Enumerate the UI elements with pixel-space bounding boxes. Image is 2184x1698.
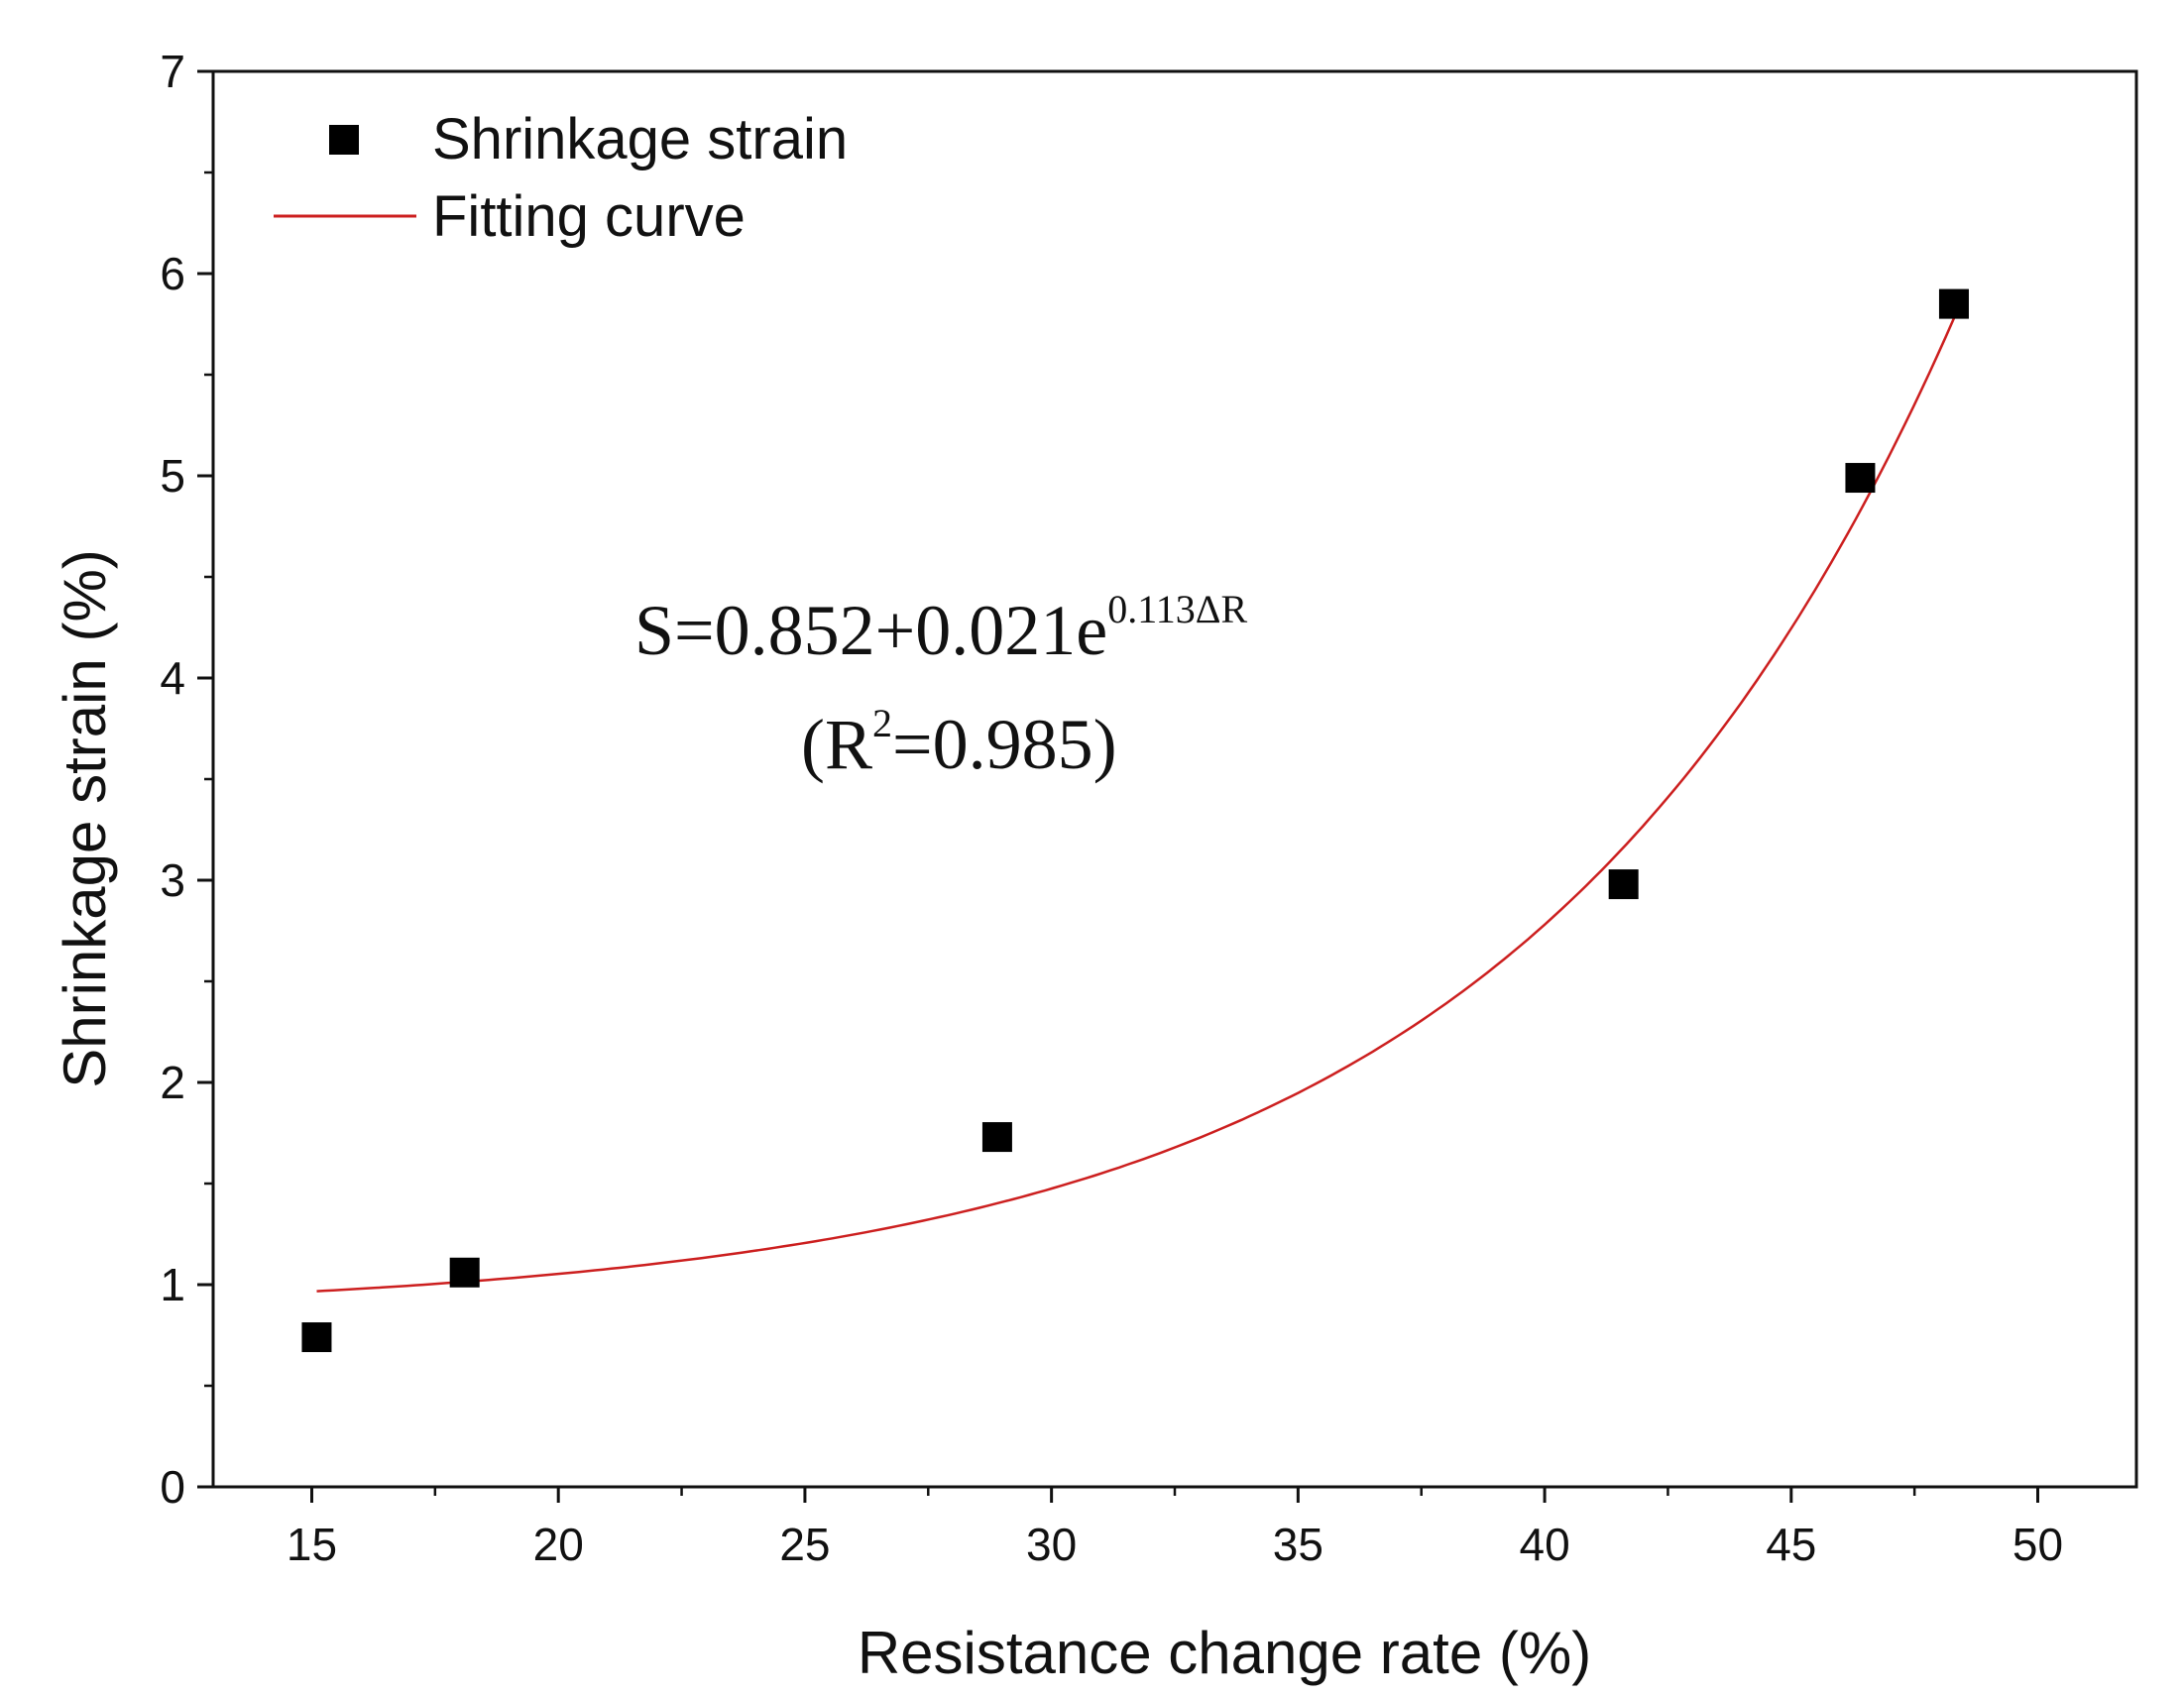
fit-equation: S=0.852+0.021e0.113ΔR (634, 587, 1247, 670)
r-squared-value: =0.985) (892, 705, 1117, 784)
data-point (981, 1122, 1012, 1153)
r-squared-open: (R (801, 705, 872, 784)
x-tick-label: 45 (1766, 1519, 1816, 1570)
fitting-curve-layer (316, 317, 1956, 1293)
fit-equation-annotation: S=0.852+0.021e0.113ΔR (R2=0.985) (634, 587, 1247, 784)
r-squared-superscript: 2 (872, 701, 892, 745)
x-tick-label: 25 (779, 1519, 830, 1570)
plot-frame (211, 69, 2138, 1489)
r-squared-label: (R2=0.985) (801, 701, 1117, 784)
fit-equation-exponent: 0.113ΔR (1107, 587, 1247, 631)
y-tick-label: 6 (160, 248, 185, 299)
legend-label-fitting-curve: Fitting curve (432, 184, 746, 249)
legend-marker-shrinkage-strain (329, 125, 359, 155)
data-point (449, 1257, 480, 1288)
y-tick-label: 1 (160, 1259, 185, 1310)
legend-label-shrinkage-strain: Shrinkage strain (432, 107, 848, 171)
scatter-points-layer (301, 288, 1969, 1353)
data-point (1608, 869, 1639, 900)
x-tick-label: 20 (533, 1519, 584, 1570)
x-tick-label: 30 (1026, 1519, 1077, 1570)
fit-equation-main: S=0.852+0.021e (634, 591, 1107, 670)
fitting-curve (316, 317, 1956, 1293)
x-tick-label: 50 (2012, 1519, 2063, 1570)
x-tick-label: 15 (287, 1519, 337, 1570)
data-point (1938, 288, 1969, 319)
x-tick-label: 40 (1519, 1519, 1569, 1570)
y-tick-label: 0 (160, 1461, 185, 1513)
y-tick-label: 5 (160, 450, 185, 502)
legend: Shrinkage strain Fitting curve (274, 107, 848, 249)
x-axis-title: Resistance change rate (%) (858, 1620, 1591, 1686)
data-point (301, 1322, 332, 1353)
y-tick-label: 4 (160, 652, 185, 704)
y-tick-label: 3 (160, 854, 185, 906)
data-point (1845, 463, 1876, 494)
x-tick-label: 35 (1273, 1519, 1323, 1570)
y-tick-label: 2 (160, 1057, 185, 1108)
y-axis-title: Shrinkage strain (%) (52, 549, 118, 1088)
y-tick-label: 7 (160, 46, 185, 97)
